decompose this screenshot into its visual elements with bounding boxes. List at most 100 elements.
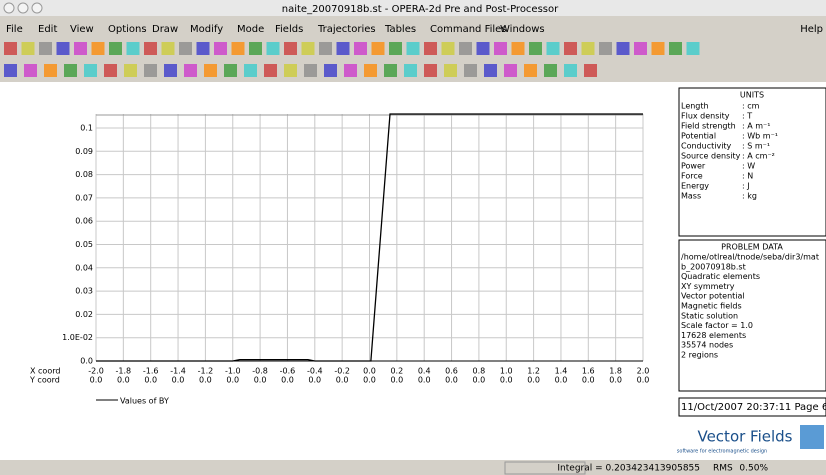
toolbar-button[interactable] (39, 42, 52, 55)
toolbar-button[interactable] (109, 42, 122, 55)
toolbar-button[interactable] (24, 64, 37, 77)
toolbar-button[interactable] (184, 64, 197, 77)
x-tick-label: 0.0 (363, 367, 376, 376)
toolbar-button[interactable] (564, 64, 577, 77)
toolbar-button[interactable] (126, 42, 140, 55)
toolbar-button[interactable] (354, 42, 367, 55)
menu-item[interactable]: View (70, 24, 94, 35)
toolbar-button[interactable] (529, 42, 542, 55)
toolbar-button[interactable] (444, 64, 457, 77)
toolbar-button[interactable] (484, 64, 497, 77)
menu-item[interactable]: Edit (38, 24, 57, 35)
menu-item[interactable]: Windows (500, 24, 545, 35)
x-tick-label: 0.4 (418, 367, 431, 376)
toolbar-button[interactable] (564, 42, 577, 55)
menu-item[interactable]: Trajectories (317, 24, 376, 35)
toolbar-button[interactable] (284, 64, 297, 77)
problem-line: 2 regions (681, 351, 718, 360)
toolbar-button[interactable] (599, 42, 612, 55)
x-tick-label: -0.6 (280, 367, 296, 376)
toolbar-button[interactable] (144, 42, 157, 55)
toolbar-button[interactable] (424, 64, 437, 77)
toolbar-button[interactable] (651, 42, 665, 55)
toolbar-button[interactable] (244, 64, 257, 77)
toolbar-button[interactable] (231, 42, 245, 55)
menu-item[interactable]: Modify (190, 24, 223, 35)
y-tick-label: 0.03 (75, 287, 93, 296)
unit-name: Power (681, 162, 706, 171)
x-tick-label: -0.8 (252, 367, 268, 376)
x-tick-label: -2.0 (88, 367, 104, 376)
zoom-button[interactable] (31, 2, 43, 14)
toolbar-button[interactable] (324, 64, 337, 77)
toolbar-button[interactable] (459, 42, 472, 55)
toolbar-button[interactable] (384, 64, 397, 77)
menu-item[interactable]: Tables (384, 24, 416, 35)
toolbar-button[interactable] (64, 64, 77, 77)
toolbar-button[interactable] (4, 42, 17, 55)
toolbar-button[interactable] (464, 64, 477, 77)
problem-line: 35574 nodes (681, 341, 733, 350)
toolbar-button[interactable] (144, 64, 157, 77)
toolbar-button[interactable] (21, 42, 35, 55)
toolbar-button[interactable] (544, 64, 557, 77)
toolbar-button[interactable] (581, 42, 595, 55)
toolbar-button[interactable] (494, 42, 507, 55)
unit-value: : cm (742, 102, 760, 111)
toolbar-button[interactable] (266, 42, 280, 55)
toolbar-button[interactable] (476, 42, 490, 55)
toolbar-button[interactable] (304, 64, 317, 77)
toolbar-button[interactable] (441, 42, 455, 55)
toolbar-button[interactable] (371, 42, 385, 55)
toolbar-button[interactable] (511, 42, 525, 55)
toolbar-button[interactable] (124, 64, 137, 77)
toolbar-button[interactable] (44, 64, 57, 77)
menu-item[interactable]: Options (108, 24, 147, 35)
minimize-button[interactable] (17, 2, 29, 14)
toolbar-button[interactable] (504, 64, 517, 77)
toolbar-button[interactable] (91, 42, 105, 55)
toolbar-button[interactable] (686, 42, 700, 55)
toolbar-button[interactable] (344, 64, 357, 77)
y-tick-label: 0.06 (75, 217, 93, 226)
toolbar-button[interactable] (214, 42, 227, 55)
toolbar-button[interactable] (284, 42, 297, 55)
toolbar-button[interactable] (389, 42, 402, 55)
menu-item[interactable]: Mode (237, 24, 264, 35)
close-button[interactable] (3, 2, 15, 14)
menu-item[interactable]: Fields (275, 24, 303, 35)
toolbar-button[interactable] (524, 64, 537, 77)
toolbar-button[interactable] (161, 42, 175, 55)
menu-item[interactable]: Help (800, 24, 823, 35)
menu-item[interactable]: File (6, 24, 23, 35)
toolbar-button[interactable] (669, 42, 682, 55)
toolbar-button[interactable] (179, 42, 192, 55)
x-tick-label: -1.6 (143, 367, 159, 376)
problem-line: XY symmetry (681, 282, 735, 291)
toolbar-button[interactable] (546, 42, 560, 55)
toolbar-button[interactable] (164, 64, 177, 77)
toolbar-button[interactable] (424, 42, 437, 55)
toolbar-button[interactable] (634, 42, 647, 55)
toolbar-button[interactable] (249, 42, 262, 55)
toolbar-button[interactable] (74, 42, 87, 55)
toolbar-button[interactable] (104, 64, 117, 77)
toolbar-button[interactable] (196, 42, 210, 55)
menu-item[interactable]: Draw (152, 24, 178, 35)
toolbar-button[interactable] (406, 42, 420, 55)
toolbar-button[interactable] (204, 64, 217, 77)
toolbar-button[interactable] (264, 64, 277, 77)
toolbar-button[interactable] (319, 42, 332, 55)
toolbar-button[interactable] (616, 42, 630, 55)
toolbar-button[interactable] (4, 64, 17, 77)
toolbar-button[interactable] (301, 42, 315, 55)
toolbar-button[interactable] (336, 42, 350, 55)
menu-item[interactable]: Command Files (430, 24, 507, 35)
toolbar-button[interactable] (56, 42, 70, 55)
toolbar-button[interactable] (404, 64, 417, 77)
toolbar-button[interactable] (584, 64, 597, 77)
y-coord-label: 0.0 (637, 376, 650, 385)
toolbar-button[interactable] (84, 64, 97, 77)
toolbar-button[interactable] (364, 64, 377, 77)
toolbar-button[interactable] (224, 64, 237, 77)
